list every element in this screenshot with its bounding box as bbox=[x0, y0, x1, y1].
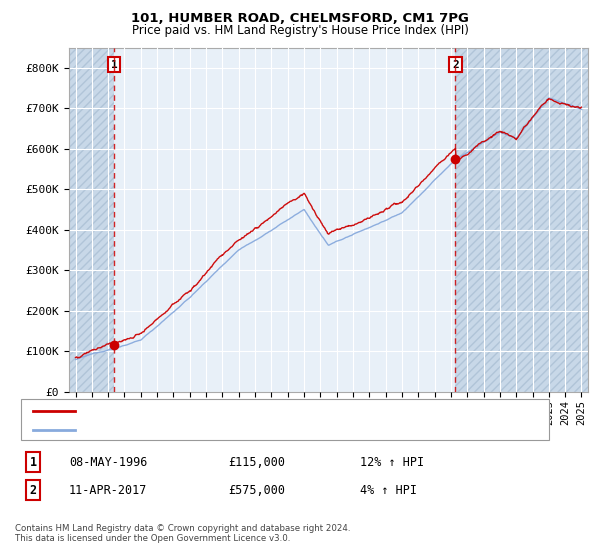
Text: 2: 2 bbox=[452, 60, 459, 69]
Text: 1: 1 bbox=[110, 60, 118, 69]
Text: 101, HUMBER ROAD, CHELMSFORD, CM1 7PG (detached house): 101, HUMBER ROAD, CHELMSFORD, CM1 7PG (d… bbox=[81, 405, 437, 416]
Bar bbox=[69, 48, 114, 392]
Text: 12% ↑ HPI: 12% ↑ HPI bbox=[360, 455, 424, 469]
Bar bbox=[69, 48, 114, 392]
Text: Price paid vs. HM Land Registry's House Price Index (HPI): Price paid vs. HM Land Registry's House … bbox=[131, 24, 469, 36]
Text: 4% ↑ HPI: 4% ↑ HPI bbox=[360, 483, 417, 497]
Text: 08-MAY-1996: 08-MAY-1996 bbox=[69, 455, 148, 469]
Text: 1: 1 bbox=[29, 455, 37, 469]
Text: 11-APR-2017: 11-APR-2017 bbox=[69, 483, 148, 497]
Text: This data is licensed under the Open Government Licence v3.0.: This data is licensed under the Open Gov… bbox=[15, 534, 290, 543]
Text: 2: 2 bbox=[29, 483, 37, 497]
Text: Contains HM Land Registry data © Crown copyright and database right 2024.: Contains HM Land Registry data © Crown c… bbox=[15, 524, 350, 533]
Text: HPI: Average price, detached house, Chelmsford: HPI: Average price, detached house, Chel… bbox=[81, 424, 351, 435]
Text: 101, HUMBER ROAD, CHELMSFORD, CM1 7PG: 101, HUMBER ROAD, CHELMSFORD, CM1 7PG bbox=[131, 12, 469, 25]
Text: £575,000: £575,000 bbox=[228, 483, 285, 497]
Bar bbox=[455, 48, 588, 392]
Bar bbox=[455, 48, 588, 392]
Text: £115,000: £115,000 bbox=[228, 455, 285, 469]
